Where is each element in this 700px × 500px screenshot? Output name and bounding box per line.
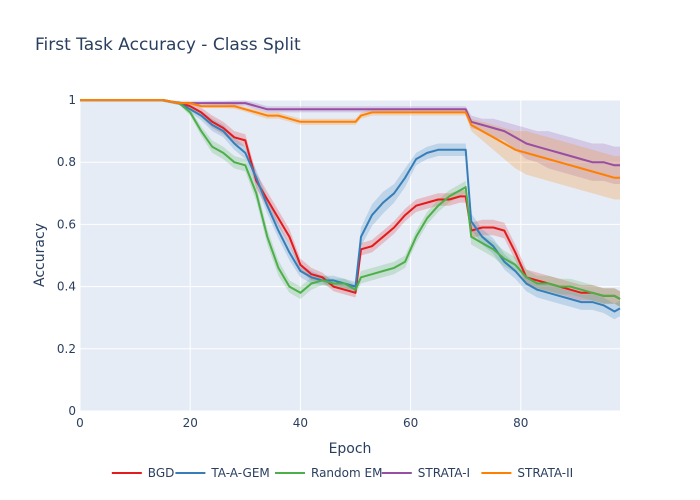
y-tick-label: 1 bbox=[68, 93, 76, 107]
legend[interactable]: BGD TA-A-GEM Random EM STRATA-I STRATA-II bbox=[111, 466, 573, 480]
series-line bbox=[80, 99, 620, 179]
tick-labels: 0 20 40 60 80 0 0.2 0.4 0.6 0.8 1 bbox=[57, 93, 529, 430]
y-tick-label: 0.2 bbox=[57, 342, 76, 356]
legend-label: STRATA-II bbox=[517, 466, 573, 480]
legend-item[interactable]: Random EM bbox=[275, 466, 382, 480]
legend-item[interactable]: BGD bbox=[111, 466, 175, 480]
x-axis-label: Epoch bbox=[329, 441, 372, 457]
x-tick-label: 40 bbox=[293, 416, 308, 430]
legend-item[interactable]: TA-A-GEM bbox=[175, 466, 270, 480]
series-line bbox=[80, 99, 620, 167]
series-band bbox=[80, 100, 620, 307]
legend-item[interactable]: STRATA-II bbox=[481, 466, 573, 480]
y-axis-label: Accuracy bbox=[32, 223, 48, 287]
series-line bbox=[80, 99, 621, 300]
x-tick-label: 20 bbox=[183, 416, 198, 430]
x-tick-label: 0 bbox=[76, 416, 84, 430]
x-tick-label: 80 bbox=[513, 416, 528, 430]
chart-title: First Task Accuracy - Class Split bbox=[35, 35, 301, 55]
legend-label: TA-A-GEM bbox=[210, 466, 269, 480]
series-line bbox=[80, 99, 621, 313]
series-line bbox=[80, 99, 621, 300]
y-tick-label: 0.6 bbox=[57, 217, 76, 231]
plot-area bbox=[80, 100, 620, 411]
y-tick-label: 0.8 bbox=[57, 155, 76, 169]
legend-label: Random EM bbox=[311, 466, 382, 480]
series-lines bbox=[80, 99, 621, 313]
legend-item[interactable]: STRATA-I bbox=[381, 466, 470, 480]
series-band bbox=[80, 100, 620, 184]
legend-label: BGD bbox=[148, 466, 175, 480]
y-tick-label: 0 bbox=[68, 404, 76, 418]
y-tick-label: 0.4 bbox=[57, 280, 76, 294]
legend-label: STRATA-I bbox=[418, 466, 470, 480]
x-tick-label: 60 bbox=[403, 416, 418, 430]
